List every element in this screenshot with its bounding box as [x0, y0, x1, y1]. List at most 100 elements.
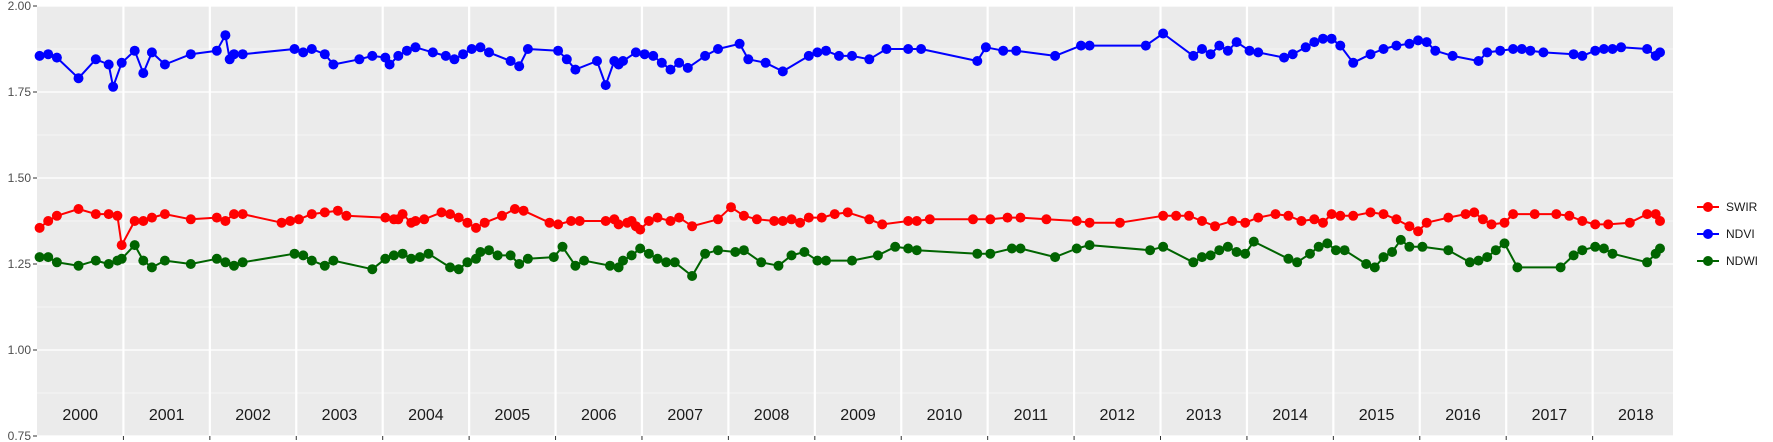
data-point-swir	[103, 209, 114, 220]
data-point-ndvi	[90, 54, 101, 65]
data-point-ndwi	[1482, 252, 1493, 263]
data-point-ndwi	[1590, 241, 1601, 252]
data-point-ndwi	[821, 255, 831, 266]
data-point-ndvi	[185, 49, 196, 60]
data-point-ndwi	[116, 253, 127, 264]
data-point-ndwi	[505, 250, 516, 261]
data-point-ndwi	[1205, 250, 1216, 261]
data-point-ndvi	[514, 61, 525, 72]
data-point-swir	[777, 216, 788, 226]
data-point-ndwi	[1378, 252, 1389, 263]
data-point-swir	[1270, 209, 1281, 220]
data-point-swir	[903, 216, 914, 226]
data-point-ndwi	[1555, 262, 1566, 273]
data-point-ndvi	[1084, 40, 1095, 51]
data-point-swir	[665, 216, 676, 226]
data-point-ndwi	[522, 253, 533, 264]
data-point-ndvi	[103, 59, 114, 70]
data-point-ndwi	[319, 260, 330, 271]
data-point-swir	[1348, 210, 1359, 221]
data-point-ndwi	[1158, 241, 1169, 252]
data-point-swir	[803, 212, 814, 223]
data-point-ndvi	[146, 47, 157, 58]
data-point-ndwi	[237, 257, 248, 268]
data-point-ndwi	[462, 257, 473, 268]
data-point-ndwi	[388, 250, 399, 261]
data-point-ndvi	[289, 44, 300, 54]
data-point-ndwi	[367, 264, 378, 275]
data-point-ndwi	[643, 248, 654, 259]
data-point-swir	[146, 212, 157, 223]
year-label: 2011	[1014, 407, 1049, 424]
data-point-swir	[73, 204, 84, 214]
data-point-ndvi	[129, 45, 140, 56]
data-point-ndvi	[821, 45, 831, 56]
data-point-ndwi	[1369, 262, 1380, 273]
data-point-swir	[726, 202, 736, 213]
data-point-ndvi	[393, 50, 404, 61]
data-point-ndvi	[449, 54, 460, 65]
data-point-ndvi	[211, 45, 222, 56]
data-point-ndvi	[1287, 49, 1298, 60]
data-point-swir	[1577, 216, 1588, 226]
data-point-ndwi	[799, 247, 810, 257]
data-point-ndvi	[73, 73, 84, 84]
data-point-ndwi	[756, 257, 767, 268]
data-point-swir	[1184, 210, 1194, 221]
data-point-swir	[1002, 212, 1013, 223]
data-point-ndvi	[1365, 49, 1376, 60]
data-point-ndwi	[1387, 247, 1398, 257]
data-point-swir	[1197, 216, 1207, 226]
data-point-swir	[1071, 216, 1082, 226]
data-point-swir	[1227, 216, 1238, 226]
data-point-swir	[237, 209, 248, 220]
data-point-swir	[1603, 219, 1614, 230]
year-label: 2003	[322, 407, 358, 424]
data-point-ndvi	[1577, 50, 1588, 61]
data-point-swir	[674, 212, 685, 223]
data-point-ndvi	[1508, 44, 1519, 54]
data-point-ndwi	[1313, 241, 1324, 252]
data-point-swir	[1477, 214, 1488, 225]
data-point-swir	[769, 216, 780, 226]
data-point-ndwi	[328, 255, 339, 266]
year-label: 2006	[581, 407, 617, 424]
data-point-swir	[332, 205, 343, 216]
data-point-ndwi	[786, 250, 797, 261]
data-point-swir	[652, 212, 663, 223]
data-point-ndvi	[220, 30, 231, 41]
data-point-ndvi	[881, 44, 892, 54]
data-point-ndwi	[475, 247, 486, 257]
data-point-ndwi	[579, 255, 590, 266]
data-point-ndwi	[652, 253, 663, 264]
y-tick-label: 1.75	[8, 85, 32, 99]
y-tick-label: 1.25	[8, 257, 32, 271]
data-point-swir	[462, 217, 473, 228]
data-point-swir	[1486, 219, 1497, 230]
data-point-swir	[864, 214, 875, 225]
data-point-ndvi	[713, 44, 723, 54]
data-point-swir	[518, 205, 529, 216]
data-point-ndvi	[466, 44, 477, 54]
data-point-ndwi	[1464, 257, 1475, 268]
data-point-ndvi	[1482, 47, 1493, 58]
data-point-swir	[1318, 217, 1328, 228]
data-point-swir	[90, 209, 101, 220]
data-point-swir	[816, 212, 827, 223]
data-point-ndwi	[618, 255, 628, 266]
data-point-ndvi	[1326, 33, 1337, 44]
data-point-ndvi	[401, 45, 412, 56]
data-point-ndvi	[674, 57, 685, 68]
data-point-ndvi	[458, 49, 469, 60]
data-point-ndvi	[1140, 40, 1151, 51]
data-point-ndvi	[639, 49, 650, 60]
data-point-swir	[112, 210, 123, 221]
data-point-ndvi	[1568, 49, 1579, 60]
data-point-ndwi	[661, 257, 672, 268]
data-point-swir	[1469, 207, 1480, 218]
data-point-swir	[479, 217, 490, 228]
data-point-swir	[397, 209, 408, 220]
data-point-ndvi	[427, 47, 438, 58]
data-point-ndwi	[669, 257, 680, 268]
data-point-ndwi	[1512, 262, 1523, 273]
